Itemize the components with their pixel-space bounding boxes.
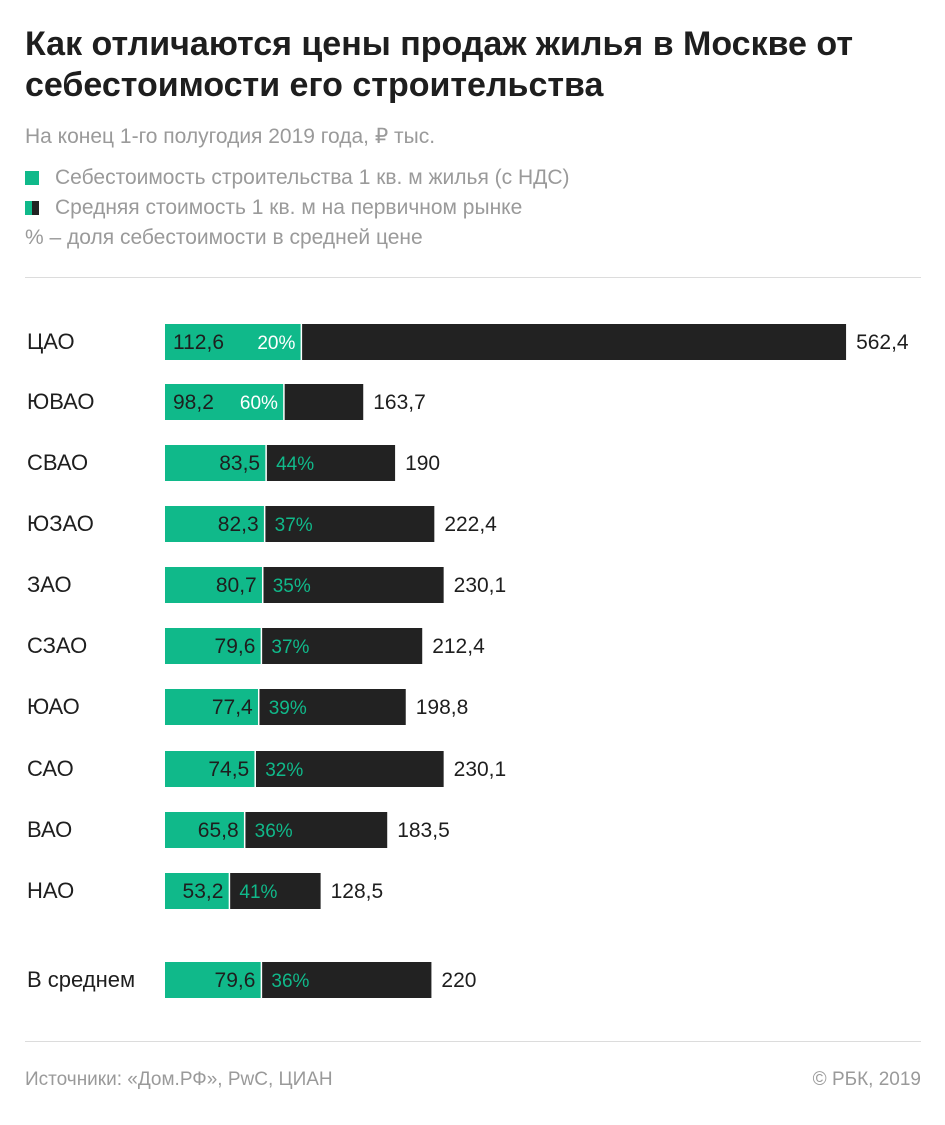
share-label: 37% [271,637,309,658]
price-value-label: 212,4 [432,635,485,658]
cost-value-label: 65,8 [198,819,239,842]
bar-cost [165,962,262,998]
bottom-divider [25,1041,921,1042]
price-value-label: 183,5 [397,819,450,842]
cost-value-label: 80,7 [216,574,257,597]
bar-cost [165,812,245,848]
category-label: ЮВАО [27,389,94,414]
bar-cost [165,445,267,481]
bar-cost [165,873,230,909]
cost-value-label: 53,2 [183,880,224,903]
share-label: 60% [240,393,278,414]
cost-value-label: 83,5 [219,452,260,475]
category-label: ЦАО [27,329,75,354]
copyright-text: © РБК, 2019 [812,1069,921,1090]
category-label: ЮАО [27,694,80,719]
price-value-label: 198,8 [416,696,469,719]
category-label: СВАО [27,450,88,475]
cost-value-label: 112,6 [173,331,224,354]
price-value-label: 230,1 [454,758,507,781]
share-label: 44% [276,454,314,475]
price-value-label: 128,5 [331,880,384,903]
cost-value-label: 77,4 [212,696,253,719]
share-label: 36% [271,971,309,992]
category-label: СЗАО [27,633,87,658]
share-note: % – доля себестоимости в средней цене [25,226,423,249]
bar-cost [165,324,302,360]
bar-cost [165,628,262,664]
category-label: ЮЗАО [27,511,94,536]
cost-value-label: 79,6 [215,969,256,992]
share-label: 36% [255,821,293,842]
category-label: В среднем [27,967,135,992]
share-label: 37% [275,515,313,536]
bar-cost [165,751,256,787]
cost-value-label: 98,2 [173,391,214,414]
sources-text: Источники: «Дом.РФ», PwC, ЦИАН [25,1069,333,1090]
legend-swatch-price [25,201,39,215]
legend-item-cost: Себестоимость строительства 1 кв. м жиль… [25,166,570,190]
category-label: ЗАО [27,572,72,597]
share-label: 35% [273,576,311,597]
price-value-label: 222,4 [444,513,497,536]
category-label: САО [27,756,74,781]
chart-title: Как отличаются цены продаж жилья в Москв… [25,25,853,104]
legend-swatch-cost [25,171,39,185]
legend-label-price: Средняя стоимость 1 кв. м на первичном р… [55,196,523,219]
category-label: НАО [27,878,74,903]
bar-cost [165,567,263,603]
price-value-label: 163,7 [373,391,426,414]
price-value-label: 562,4 [856,331,909,354]
price-value-label: 230,1 [454,574,507,597]
chart-subtitle: На конец 1-го полугодия 2019 года, ₽ тыс… [25,125,436,148]
share-label: 20% [257,333,295,354]
share-label: 39% [269,698,307,719]
share-label: 32% [265,760,303,781]
price-value-label: 220 [441,969,476,992]
bar-cost [165,689,259,725]
cost-value-label: 82,3 [218,513,259,536]
top-divider [25,277,921,278]
cost-value-label: 79,6 [215,635,256,658]
category-label: ВАО [27,817,72,842]
legend-item-price: Средняя стоимость 1 кв. м на первичном р… [25,196,522,220]
bar-cost [165,384,284,420]
bar-cost [165,506,265,542]
cost-value-label: 74,5 [208,758,249,781]
legend-label-cost: Себестоимость строительства 1 кв. м жиль… [55,166,570,189]
price-value-label: 190 [405,452,440,475]
share-label: 41% [239,882,277,903]
